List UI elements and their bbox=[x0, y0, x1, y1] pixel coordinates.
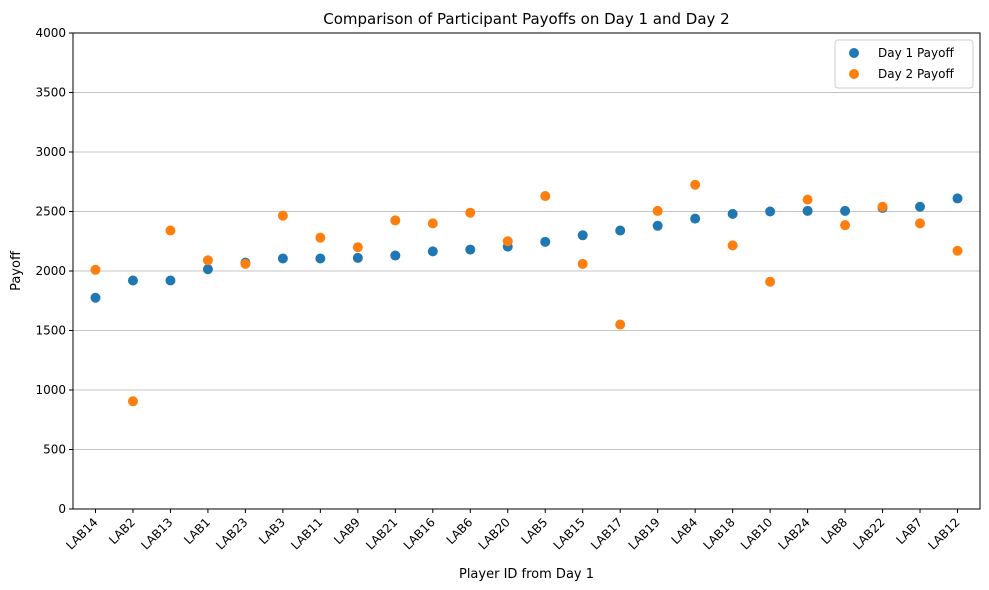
point-series-2 bbox=[840, 220, 851, 231]
point-series-1 bbox=[915, 201, 926, 212]
point-series-2 bbox=[127, 396, 138, 407]
y-tick-label: 2500 bbox=[35, 205, 66, 219]
point-series-1 bbox=[465, 244, 476, 255]
point-series-1 bbox=[90, 292, 101, 303]
y-axis-title: Payoff bbox=[9, 250, 24, 291]
point-series-2 bbox=[540, 191, 551, 202]
y-tick-label: 2000 bbox=[35, 264, 66, 278]
grid-lines bbox=[73, 92, 980, 450]
point-series-2 bbox=[390, 215, 401, 226]
point-series-2 bbox=[652, 205, 663, 216]
point-series-2 bbox=[765, 276, 776, 287]
point-series-1 bbox=[577, 230, 588, 241]
legend-marker-day-1 bbox=[849, 48, 859, 58]
point-series-1 bbox=[652, 220, 663, 231]
y-tick-label: 3000 bbox=[35, 145, 66, 159]
point-series-2 bbox=[277, 210, 288, 221]
point-series-2 bbox=[90, 264, 101, 275]
point-series-1 bbox=[802, 205, 813, 216]
legend-box bbox=[834, 39, 974, 89]
point-series-2 bbox=[727, 240, 738, 251]
point-series-1 bbox=[127, 275, 138, 286]
point-series-1 bbox=[727, 208, 738, 219]
legend-label-day-2: Day 2 Payoff bbox=[878, 67, 954, 81]
point-series-2 bbox=[952, 245, 963, 256]
point-series-1 bbox=[540, 236, 551, 247]
point-series-1 bbox=[277, 253, 288, 264]
point-series-2 bbox=[877, 201, 888, 212]
point-series-2 bbox=[802, 194, 813, 205]
point-series-2 bbox=[165, 225, 176, 236]
point-series-1 bbox=[952, 193, 963, 204]
point-series-1 bbox=[690, 213, 701, 224]
point-series-2 bbox=[202, 255, 213, 266]
point-series-1 bbox=[202, 264, 213, 275]
point-series-1 bbox=[390, 250, 401, 261]
y-tick-label: 500 bbox=[43, 443, 66, 457]
y-tick-label: 3500 bbox=[35, 86, 66, 100]
point-series-1 bbox=[165, 275, 176, 286]
x-axis-title: Player ID from Day 1 bbox=[459, 567, 594, 582]
legend-marker-day-2 bbox=[849, 69, 859, 79]
y-axis-ticks: 0 500 1000 1500 2000 2500 3000 3500 4000 bbox=[35, 26, 73, 516]
point-series-1 bbox=[352, 252, 363, 263]
point-series-2 bbox=[315, 232, 326, 243]
y-tick-label: 1000 bbox=[35, 383, 66, 397]
point-series-2 bbox=[615, 319, 626, 330]
point-series-1 bbox=[315, 253, 326, 264]
point-series-1 bbox=[765, 206, 776, 217]
point-series-2 bbox=[352, 242, 363, 253]
point-series-1 bbox=[615, 225, 626, 236]
y-tick-label: 4000 bbox=[35, 26, 66, 40]
point-series-2 bbox=[502, 236, 513, 247]
point-series-1 bbox=[427, 246, 438, 257]
point-series-1 bbox=[840, 205, 851, 216]
point-series-2 bbox=[465, 207, 476, 218]
legend: Day 1 Payoff Day 2 Payoff bbox=[834, 39, 974, 89]
point-series-2 bbox=[915, 218, 926, 229]
point-series-2 bbox=[427, 218, 438, 229]
data-points bbox=[90, 179, 963, 407]
point-series-2 bbox=[240, 258, 251, 269]
y-tick-label: 0 bbox=[58, 502, 66, 516]
chart-title: Comparison of Participant Payoffs on Day… bbox=[323, 10, 729, 28]
legend-label-day-1: Day 1 Payoff bbox=[878, 46, 954, 60]
point-series-2 bbox=[577, 258, 588, 269]
point-series-2 bbox=[690, 179, 701, 190]
y-tick-label: 1500 bbox=[35, 324, 66, 338]
